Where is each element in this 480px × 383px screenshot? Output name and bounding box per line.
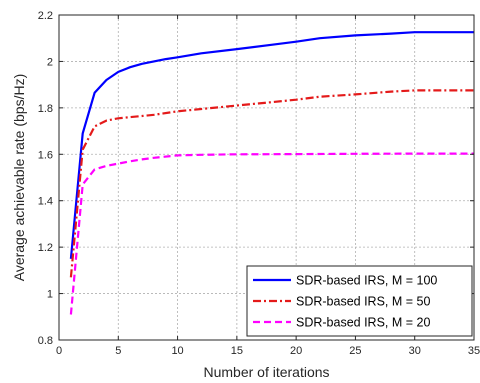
x-tick-label: 25 [349, 345, 361, 357]
legend-box [246, 265, 473, 337]
series-line-1 [69, 31, 474, 259]
plot-frame [58, 14, 475, 341]
legend-label: SDR-based IRS, M = 20 [296, 316, 430, 330]
x-tick-label: 5 [115, 345, 121, 357]
y-axis-label: Average achievable rate (bps/Hz) [11, 74, 27, 282]
y-tick-label: 0.8 [38, 335, 53, 347]
y-tick-label: 1.4 [38, 196, 53, 208]
y-tick-label: 1.8 [38, 103, 53, 115]
legend-label: SDR-based IRS, M = 100 [296, 274, 437, 288]
y-tick-label: 1 [47, 289, 53, 301]
y-tick-label: 2.2 [38, 10, 53, 22]
legend: SDR-based IRS, M = 100 SDR-based IRS, M =… [246, 265, 473, 337]
x-tick-label: 35 [468, 345, 480, 357]
x-tick-label: 20 [290, 345, 302, 357]
y-tick-label: 1.6 [38, 149, 53, 161]
x-tick-label: 10 [171, 345, 183, 357]
series-lines [69, 31, 474, 315]
series-line-3 [69, 152, 474, 315]
x-axis-label: Number of iterations [203, 364, 329, 380]
y-tick-label: 1.2 [38, 242, 53, 254]
axis-ticks: 0 5 10 15 20 25 30 35 0.8 1 1.2 1.4 1.6 1.8 2 2.2 [38, 10, 480, 357]
x-tick-label: 0 [56, 345, 62, 357]
series-line-2 [69, 89, 474, 278]
x-tick-label: 30 [409, 345, 421, 357]
y-tick-label: 2 [47, 56, 53, 68]
x-tick-label: 15 [231, 345, 243, 357]
legend-label: SDR-based IRS, M = 50 [296, 295, 430, 309]
